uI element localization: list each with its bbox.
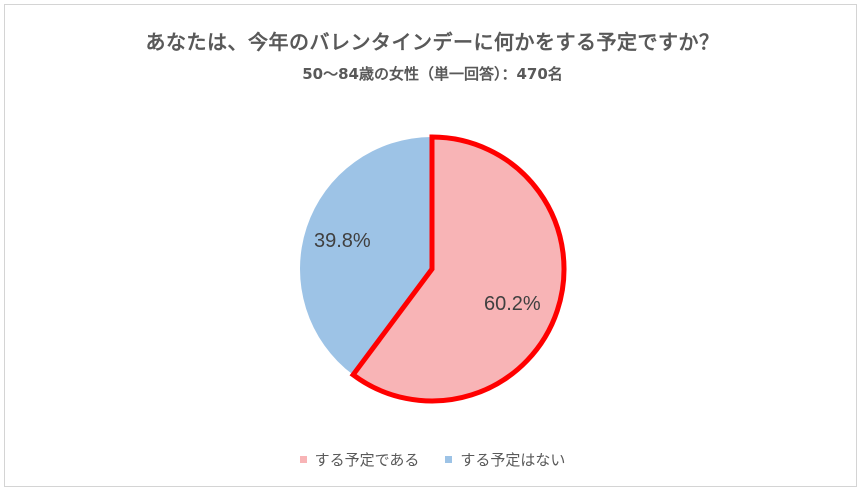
legend: する予定である する予定はない xyxy=(0,449,865,470)
pie-slice-no xyxy=(299,137,432,375)
data-label-no: 39.8% xyxy=(314,230,371,252)
legend-swatch-yes xyxy=(299,456,307,463)
legend-label-no: する予定はない xyxy=(460,451,566,469)
pie-slice-yes xyxy=(349,134,567,404)
chart-title: あなたは、今年のバレンタインデーに何かをする予定ですか？ xyxy=(145,30,720,54)
legend-item-yes: する予定である xyxy=(299,449,420,470)
legend-swatch-no xyxy=(445,456,453,463)
data-label-yes: 60.2% xyxy=(484,293,541,315)
chart-subtitle: 50～84歳の女性（単一回答）：470名 xyxy=(302,65,563,83)
legend-label-yes: する予定である xyxy=(314,451,420,469)
legend-item-no: する予定はない xyxy=(445,449,565,470)
